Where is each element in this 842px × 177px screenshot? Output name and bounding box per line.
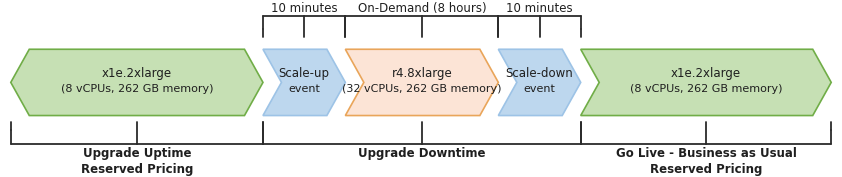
Text: Reserved Pricing: Reserved Pricing [81,163,193,176]
Polygon shape [263,49,345,116]
Text: 10 minutes: 10 minutes [506,2,573,15]
Text: 10 minutes: 10 minutes [271,2,338,15]
Text: Scale-down: Scale-down [506,67,573,80]
Polygon shape [498,49,581,116]
Text: Reserved Pricing: Reserved Pricing [650,163,762,176]
Polygon shape [581,49,831,116]
Text: x1e.2xlarge: x1e.2xlarge [671,67,741,80]
Text: (8 vCPUs, 262 GB memory): (8 vCPUs, 262 GB memory) [61,84,213,94]
Text: (32 vCPUs, 262 GB memory): (32 vCPUs, 262 GB memory) [342,84,502,94]
Text: Scale-up: Scale-up [279,67,330,80]
Text: event: event [288,84,320,94]
Polygon shape [11,49,263,116]
Text: Go Live - Business as Usual: Go Live - Business as Usual [616,147,797,160]
Text: Upgrade Downtime: Upgrade Downtime [358,147,486,160]
Polygon shape [345,49,498,116]
Text: On-Demand (8 hours): On-Demand (8 hours) [358,2,486,15]
Text: (8 vCPUs, 262 GB memory): (8 vCPUs, 262 GB memory) [630,84,782,94]
Text: Upgrade Uptime: Upgrade Uptime [83,147,191,160]
Text: event: event [524,84,556,94]
Text: x1e.2xlarge: x1e.2xlarge [102,67,172,80]
Text: r4.8xlarge: r4.8xlarge [392,67,452,80]
